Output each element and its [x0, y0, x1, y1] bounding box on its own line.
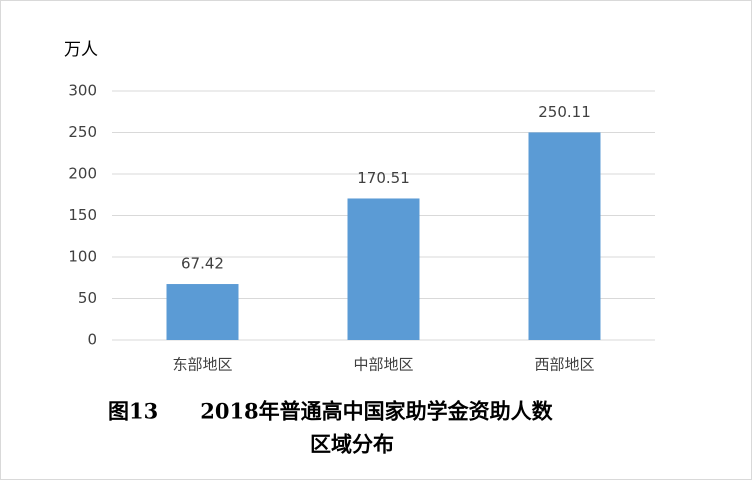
bar: [528, 132, 601, 340]
bar: [166, 284, 239, 340]
y-tick-label: 200: [68, 165, 97, 183]
bar: [347, 198, 420, 340]
value-label: 250.11: [538, 103, 591, 121]
x-tick-label: 西部地区: [534, 356, 594, 374]
x-tick-label: 东部地区: [172, 356, 232, 374]
value-label: 67.42: [181, 255, 224, 273]
y-tick-label: 0: [87, 331, 97, 349]
y-tick-label: 50: [78, 289, 97, 307]
chart-title: 区域分布: [310, 432, 394, 457]
y-tick-label: 100: [68, 248, 97, 266]
value-label: 170.51: [357, 169, 410, 187]
y-tick-label: 150: [68, 206, 97, 224]
y-tick-label: 250: [68, 123, 97, 141]
y-axis-label: 万人: [64, 40, 98, 60]
chart-title: 图13 2018年普通高中国家助学金资助人数: [108, 399, 554, 424]
x-tick-label: 中部地区: [353, 356, 413, 374]
y-tick-label: 300: [68, 82, 97, 100]
